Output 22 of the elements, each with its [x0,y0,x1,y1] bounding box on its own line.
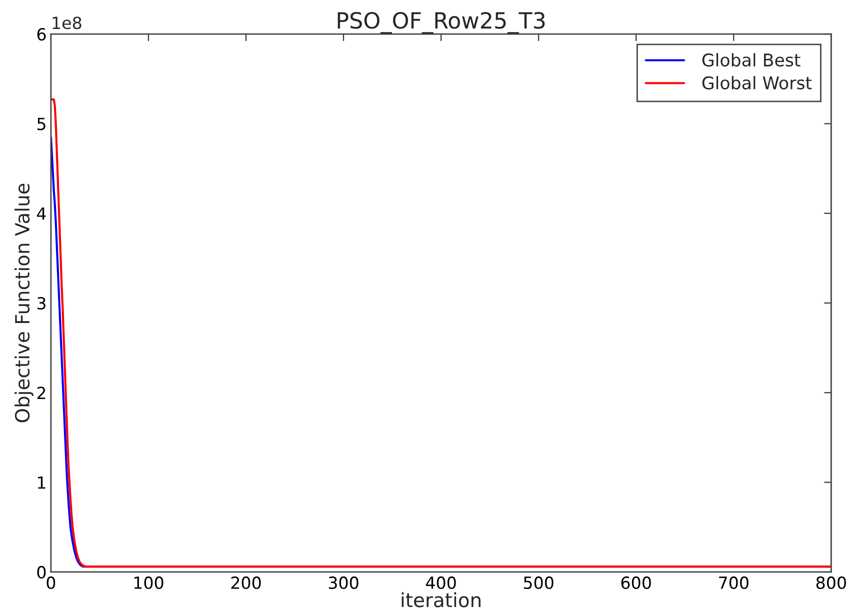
y-tick-label: 4 [36,208,46,220]
text: 1e8 [52,16,82,30]
x-tick-label: 200 [231,576,261,590]
y-tick-label: 0 [37,566,46,579]
x-axis-title: iteration [402,592,480,608]
y-tick-label: 3 [37,296,46,310]
x-tick-label: 0 [46,576,56,590]
y-tick-label: 1 [38,476,46,489]
chart-title: PSO_OF_Row25_T3 [338,12,545,34]
x-tick-label: 300 [328,576,358,590]
legend-label: Global Best [702,53,800,67]
y-tick-label: 5 [37,118,46,130]
y-axis-title: Objective Function Value [14,184,34,422]
x-tick-label: 600 [621,576,651,590]
x-tick-label: 100 [134,576,164,590]
legend-label: Global Worst [702,76,812,90]
x-tick-label: 400 [426,576,456,590]
x-tick-label: 800 [816,576,846,590]
x-tick-label: 700 [719,576,748,590]
x-tick-label: 500 [524,576,554,590]
y-tick-label: 6 [37,28,46,41]
y-tick-label: 2 [37,386,46,399]
